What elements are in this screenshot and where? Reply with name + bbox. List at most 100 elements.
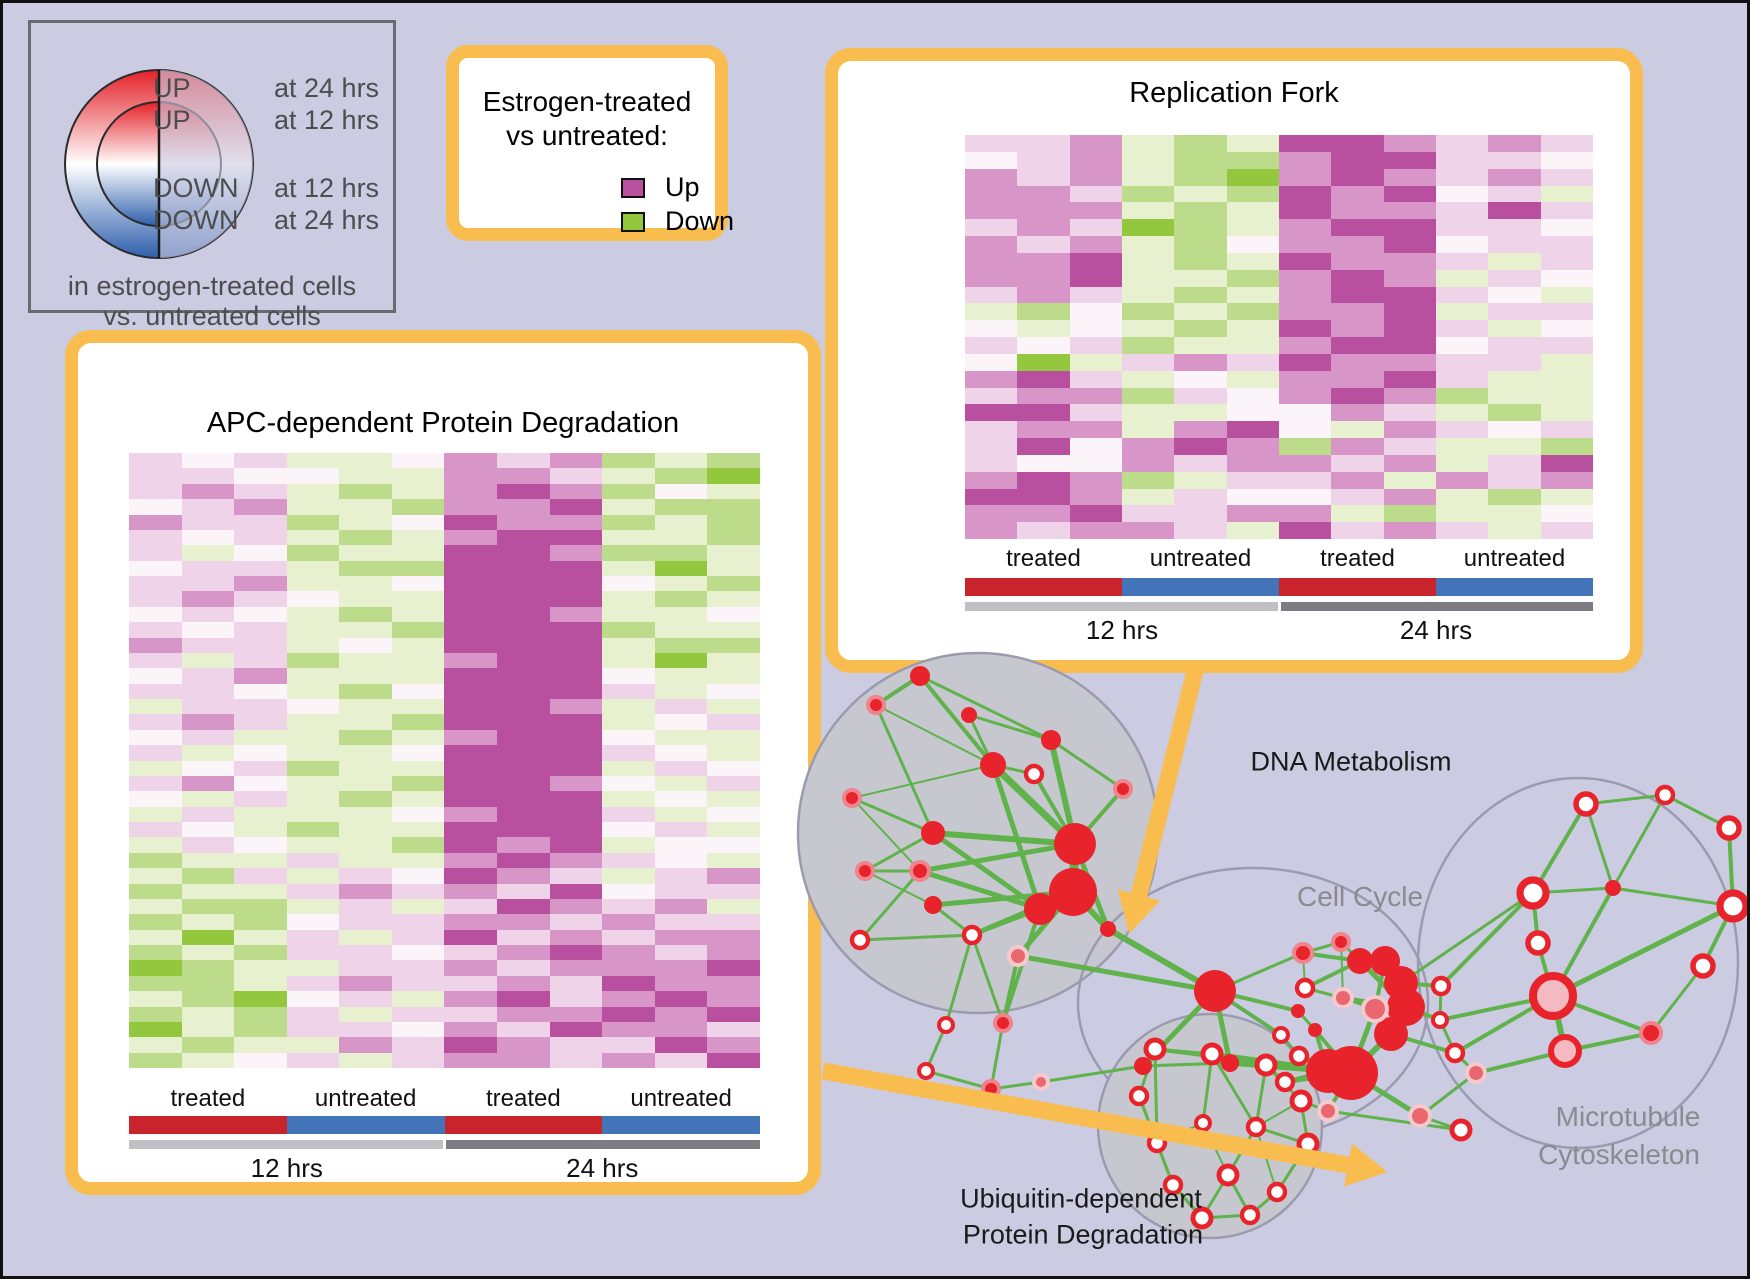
heatmap-cell xyxy=(1017,151,1070,169)
heatmap-cell xyxy=(444,1021,498,1038)
network-edge xyxy=(1387,1005,1410,1036)
heatmap-cell xyxy=(1174,168,1227,186)
heatmap-cell xyxy=(181,1021,235,1038)
heatmap-cell xyxy=(1383,353,1436,371)
heatmap-cell xyxy=(1226,252,1279,270)
heatmap-cell xyxy=(391,760,445,776)
heatmap-cell xyxy=(1278,337,1332,354)
network-node xyxy=(1289,1089,1313,1113)
heatmap-cell xyxy=(497,699,550,715)
heatmap-cell xyxy=(654,545,708,561)
heatmap-cell xyxy=(1226,168,1279,186)
heatmap-cell xyxy=(497,760,550,776)
heatmap-cell xyxy=(129,729,182,746)
heatmap-cell xyxy=(1331,353,1384,371)
heatmap-cell xyxy=(234,945,287,961)
heatmap-cell xyxy=(129,852,182,869)
network-edge xyxy=(1550,995,1568,1052)
network-edge xyxy=(967,714,995,766)
heatmap-cell xyxy=(497,637,550,653)
heatmap-cell xyxy=(181,883,235,899)
heatmap-cell xyxy=(602,975,655,992)
network-edge xyxy=(851,797,921,872)
heatmap-cell xyxy=(339,975,392,992)
network-node xyxy=(1639,1021,1663,1045)
heatmap-cell xyxy=(965,185,1018,203)
heatmap-cell xyxy=(1069,370,1122,388)
heatmap-cell xyxy=(286,975,340,992)
heatmap-cell xyxy=(1435,337,1489,354)
network-node xyxy=(866,695,886,715)
heatmap-cell xyxy=(549,760,603,776)
heatmap-cell xyxy=(1121,488,1175,506)
untreated-band xyxy=(286,1116,445,1134)
network-node xyxy=(1605,880,1621,896)
heatmap-cell xyxy=(286,683,340,699)
heatmap-cell xyxy=(1174,505,1227,523)
heatmap-cell xyxy=(234,591,287,607)
heatmap-cell xyxy=(286,852,340,869)
heatmap-cell xyxy=(391,699,445,715)
heatmap-cell xyxy=(707,775,760,792)
heatmap-cell xyxy=(1226,286,1279,304)
heatmap-cell xyxy=(549,775,603,792)
key-title-line1: Estrogen-treated xyxy=(482,86,692,117)
heatmap-cell xyxy=(602,991,655,1007)
heatmap-cell xyxy=(1174,454,1227,472)
network-edge xyxy=(1213,989,1283,1037)
heatmap-cell xyxy=(286,514,340,530)
heatmap-cell xyxy=(181,652,235,669)
heatmap-cell xyxy=(339,806,392,822)
direction-label: UP xyxy=(153,105,191,135)
heatmap-cell xyxy=(654,499,708,515)
heatmap-cell xyxy=(549,883,603,899)
heatmap-cell xyxy=(497,545,550,561)
network-edge xyxy=(1137,1048,1157,1097)
heatmap-cell xyxy=(444,806,498,822)
heatmap-cell xyxy=(286,453,340,469)
network-edge xyxy=(919,841,1076,874)
heatmap-cell xyxy=(1069,151,1122,169)
heatmap-cell xyxy=(1331,320,1384,337)
heatmap-cell xyxy=(654,483,708,500)
heatmap-cell xyxy=(444,837,498,853)
heatmap-cell xyxy=(1383,404,1436,422)
heatmap-cell xyxy=(497,453,550,469)
heatmap-cell xyxy=(286,637,340,653)
heatmap-cell xyxy=(444,576,498,592)
heatmap-cell xyxy=(602,929,655,945)
network-edge xyxy=(932,903,973,937)
heatmap-cell xyxy=(707,683,760,699)
heatmap-cell xyxy=(1435,185,1489,203)
network-edge xyxy=(1339,940,1362,963)
heatmap-cell xyxy=(339,529,392,546)
heatmap-cell xyxy=(1226,236,1279,253)
network-edge xyxy=(1072,843,1111,930)
heatmap-cell xyxy=(549,591,603,607)
heatmap-cell xyxy=(1278,471,1332,489)
heatmap-cell xyxy=(1017,269,1070,287)
heatmap-cell xyxy=(234,791,287,807)
heatmap-cell xyxy=(129,837,182,853)
heatmap-cell xyxy=(602,714,655,730)
heatmap-cell xyxy=(234,468,287,484)
network-node xyxy=(855,861,875,881)
network-node xyxy=(917,1062,935,1080)
rf-panel-title: Replication Fork xyxy=(1129,77,1339,109)
network-edge xyxy=(1226,1174,1252,1216)
heatmap-cell xyxy=(286,714,340,730)
heatmap-cell xyxy=(707,622,760,638)
heatmap-cell xyxy=(965,404,1018,422)
heatmap-cell xyxy=(339,545,392,561)
heatmap-cell xyxy=(654,745,708,761)
network-edge xyxy=(968,713,1052,742)
heatmap-cell xyxy=(602,1052,655,1068)
heatmap-cell xyxy=(129,883,182,899)
heatmap-cell xyxy=(602,852,655,869)
heatmap-cell xyxy=(444,683,498,699)
rf-heatmap xyxy=(965,135,1593,539)
heatmap-cell xyxy=(707,1037,760,1053)
heatmap-cell xyxy=(181,806,235,822)
network-edge xyxy=(851,796,934,835)
network-edge xyxy=(990,764,1043,910)
